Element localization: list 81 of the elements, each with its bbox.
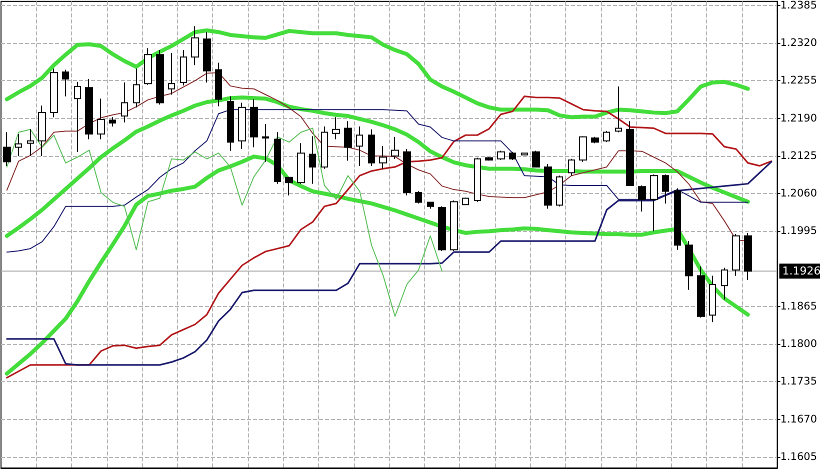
candlestick xyxy=(615,86,622,133)
y-tick-label: 1.2125 xyxy=(780,150,818,162)
candlestick xyxy=(274,132,281,184)
candlestick xyxy=(379,146,387,170)
y-tick-label: 1.2320 xyxy=(780,37,818,50)
candlestick xyxy=(156,50,164,105)
candlestick xyxy=(27,128,34,156)
candlestick xyxy=(709,275,716,323)
y-tick-label: 1.2060 xyxy=(780,188,818,200)
candlestick xyxy=(568,158,575,176)
candlestick xyxy=(415,190,422,204)
y-tick-label: 1.1995 xyxy=(780,225,818,238)
candlestick xyxy=(474,157,481,202)
candlestick xyxy=(15,133,22,156)
candlestick xyxy=(521,152,528,156)
candlestick xyxy=(97,98,105,140)
candlestick xyxy=(238,102,246,150)
candlestick xyxy=(356,126,363,166)
candlestick xyxy=(509,151,516,161)
candlestick xyxy=(403,148,411,196)
candlestick xyxy=(215,62,222,107)
candlestick xyxy=(262,124,269,162)
line-series xyxy=(4,28,750,120)
candlestick xyxy=(38,105,46,156)
candlestick xyxy=(85,78,93,140)
candlestick xyxy=(368,128,375,166)
candlestick xyxy=(50,68,58,118)
candlestick xyxy=(438,206,446,252)
y-tick-label: 1.1735 xyxy=(780,376,818,388)
candlestick xyxy=(121,82,128,123)
candlestick xyxy=(321,126,328,170)
candlestick xyxy=(180,50,187,86)
candlestick xyxy=(462,197,469,206)
candlestick xyxy=(297,142,305,184)
candlestick xyxy=(285,176,293,196)
candlestick xyxy=(744,232,752,280)
line-series xyxy=(6,96,772,378)
candlestick xyxy=(144,48,152,86)
candlestick xyxy=(638,185,646,212)
candlestick xyxy=(168,52,175,96)
ref-line-label: 1.1926 xyxy=(782,264,820,278)
y-tick-label: 1.2255 xyxy=(780,74,818,87)
candlestick xyxy=(3,132,11,166)
candlestick xyxy=(450,200,458,252)
y-tick-label: 1.2385 xyxy=(780,0,818,12)
candlestick xyxy=(650,174,658,232)
candlestick xyxy=(626,120,634,186)
candlestick xyxy=(732,234,740,276)
candlestick xyxy=(674,188,681,250)
candlestick xyxy=(485,156,493,162)
candlestick xyxy=(191,26,199,66)
candlestick xyxy=(332,116,340,140)
y-tick-label: 1.1865 xyxy=(780,300,818,312)
line-series xyxy=(4,96,750,238)
candlestick xyxy=(532,150,540,168)
candlestick xyxy=(697,266,705,318)
candlestick xyxy=(203,32,211,83)
candlestick xyxy=(391,136,399,160)
candlestick xyxy=(309,136,316,184)
candlestick xyxy=(721,267,728,300)
candlestick xyxy=(227,96,234,152)
candlestick xyxy=(579,136,587,162)
candlestick xyxy=(133,68,140,108)
candlestick xyxy=(603,130,610,143)
candlestick xyxy=(74,81,81,152)
y-tick-label: 1.2190 xyxy=(780,112,818,124)
candlestick xyxy=(427,201,434,210)
candlestick xyxy=(497,150,505,161)
line-series xyxy=(6,128,443,317)
candlestick xyxy=(544,164,552,210)
candlestick xyxy=(591,136,599,144)
candlestick xyxy=(109,116,116,127)
y-tick-label: 1.1800 xyxy=(780,338,818,350)
candlestick xyxy=(662,174,669,204)
candlestick xyxy=(62,69,69,97)
y-tick-label: 1.1670 xyxy=(780,413,818,426)
candlestick xyxy=(250,98,258,148)
y-tick-label: 1.1605 xyxy=(780,451,818,463)
candlestick xyxy=(685,240,693,290)
candlestick xyxy=(344,120,352,162)
candlestick xyxy=(556,175,563,207)
